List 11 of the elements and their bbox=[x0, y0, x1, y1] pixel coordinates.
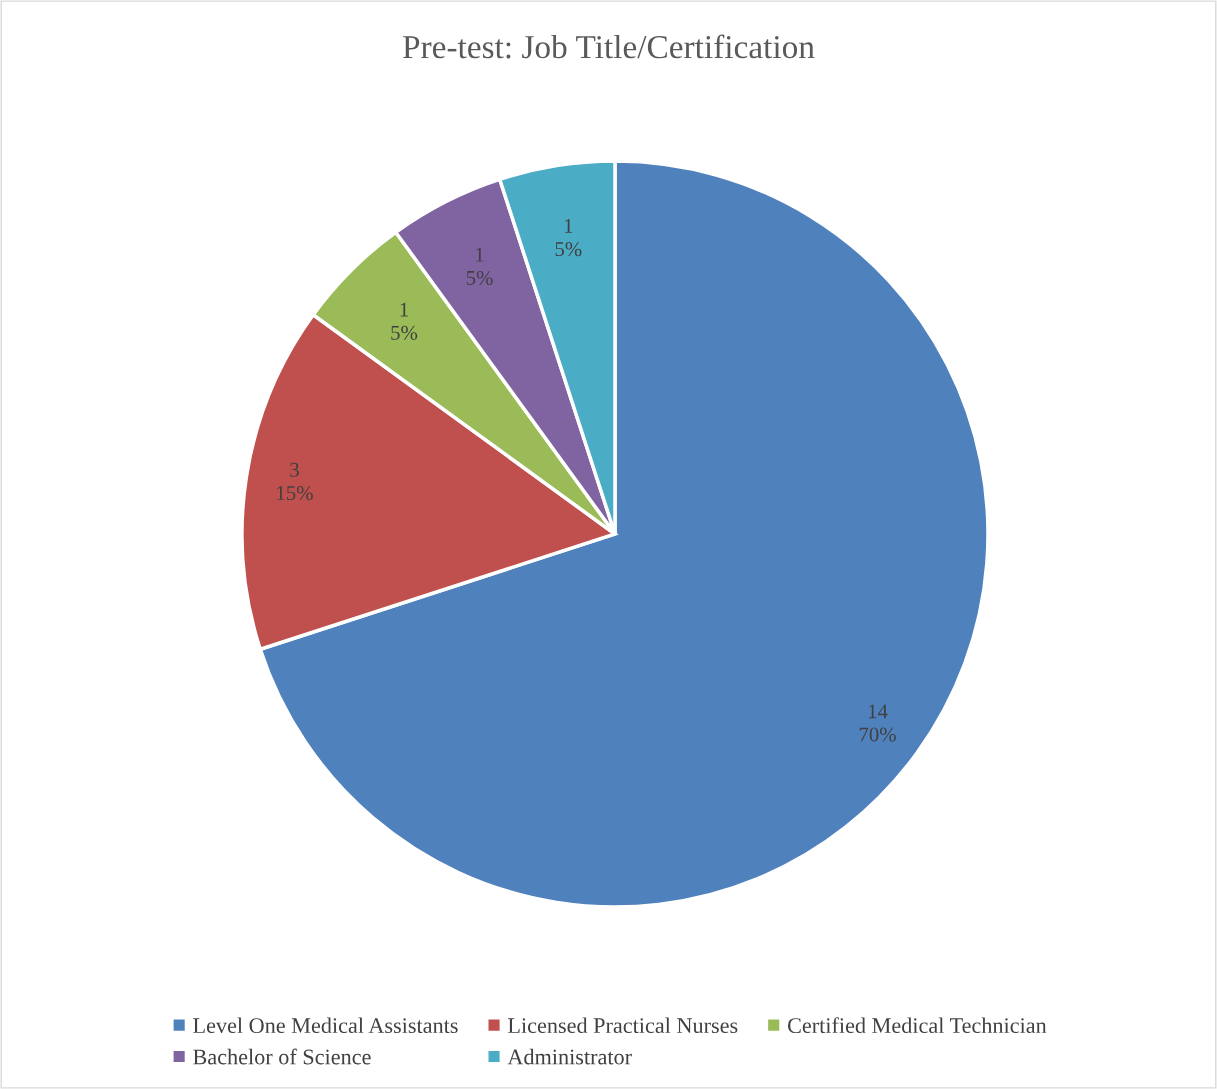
data-label: 3 15% bbox=[277, 462, 313, 501]
data-label: 14 70% bbox=[859, 704, 896, 742]
legend-label: Certified Medical Technician bbox=[787, 1017, 1047, 1034]
legend-label: Level One Medical Assistants bbox=[193, 1017, 458, 1034]
data-label: 1 5% bbox=[555, 218, 582, 257]
chart-title: Pre-test: Job Title/Certification bbox=[402, 34, 815, 59]
legend-label: Licensed Practical Nurses bbox=[508, 1017, 738, 1034]
data-label: 1 5% bbox=[391, 302, 418, 340]
legend-label: Administrator bbox=[507, 1048, 632, 1065]
data-label: 1 5% bbox=[466, 247, 493, 286]
legend-label: Bachelor of Science bbox=[193, 1048, 371, 1065]
